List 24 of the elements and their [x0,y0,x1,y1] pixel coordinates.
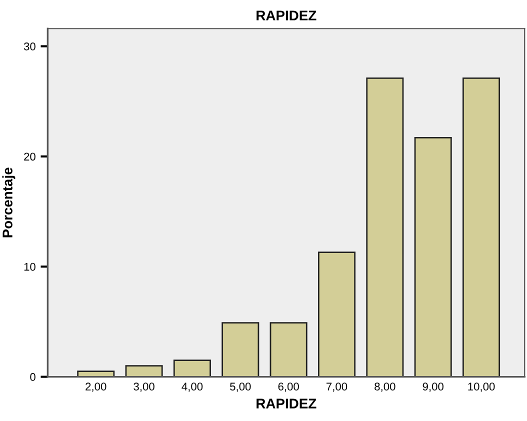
x-tick-label: 8,00 [374,382,396,392]
y-tick-label: 10 [24,262,36,271]
bar [366,78,404,377]
x-tick-label: 5,00 [230,382,251,392]
x-tick-label: 7,00 [326,382,348,392]
bar [173,360,211,377]
x-tick-label: 10,00 [468,382,495,392]
x-tick-label: 9,00 [422,382,444,392]
bar [462,78,500,377]
bar [222,322,260,377]
y-tick-label: 0 [30,373,36,381]
x-tick-label: 2,00 [86,382,106,392]
y-tick-label: 30 [24,42,36,50]
bar [270,322,308,377]
bar [414,137,452,377]
x-axis-title: RAPIDEZ [256,398,316,408]
x-tick-label: 3,00 [134,382,154,392]
x-tick-label: 4,00 [182,382,203,392]
chart-title: RAPIDEZ [256,10,316,20]
bar [318,252,356,377]
y-axis-title: Porcentaje [2,168,16,238]
bar [125,365,163,377]
y-tick-label: 20 [24,152,36,161]
x-tick-label: 6,00 [278,382,299,392]
